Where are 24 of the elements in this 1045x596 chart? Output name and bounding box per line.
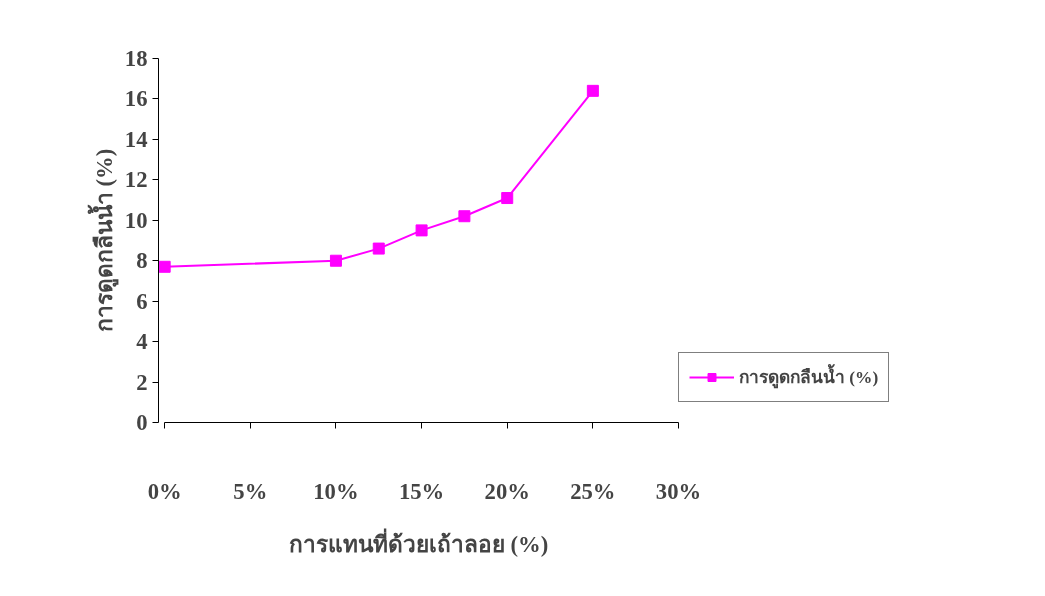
- x-tick-label: 0%: [147, 478, 182, 504]
- y-tick-label: 12: [124, 167, 148, 193]
- y-tick-label: 8: [136, 248, 148, 274]
- x-axis-title: การแทนที่ด้วยเถ้าลอย (%): [288, 527, 549, 557]
- y-tick-label: 18: [124, 46, 148, 71]
- x-tick-label: 25%: [570, 478, 616, 504]
- point: [415, 224, 428, 237]
- y-tick-label: 14: [124, 126, 148, 152]
- x-tick-label: 15%: [398, 478, 445, 504]
- y-axis-title: การดูดกลืนน้ำ (%): [86, 148, 119, 333]
- y-tick-label: 6: [136, 288, 148, 314]
- y-tick-label: 16: [124, 86, 148, 112]
- legend-label: การดูดกลืนน้ำ (%): [739, 363, 879, 391]
- x-tick-label: 5%: [233, 478, 268, 504]
- point: [372, 242, 385, 255]
- x-tick-label: 30%: [655, 478, 702, 504]
- x-tick-label: 10%: [313, 478, 359, 504]
- y-tick-label: 4: [136, 329, 148, 355]
- point: [158, 260, 171, 273]
- point: [586, 84, 599, 97]
- y-tick-label: 2: [136, 369, 148, 395]
- y-tick-label: 0: [136, 410, 148, 435]
- y-tick-label: 10: [124, 207, 148, 233]
- x-tick-label: 20%: [484, 478, 530, 504]
